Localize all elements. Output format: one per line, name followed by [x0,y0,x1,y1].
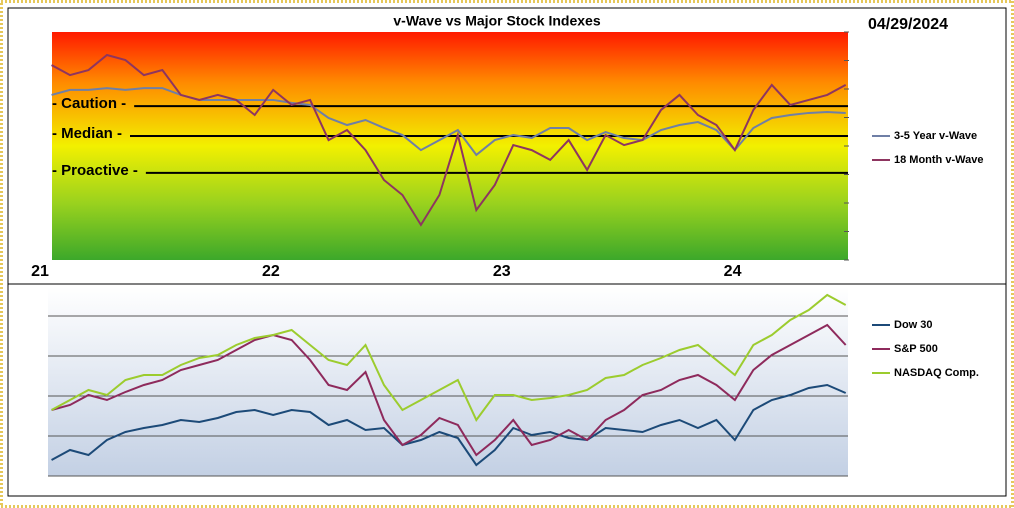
series-line [51,383,847,467]
x-tick-label: 24 [724,263,742,280]
reference-label: - Median - [52,125,122,142]
chart-title: v-Wave vs Major Stock Indexes [393,13,600,29]
x-tick-label: 21 [31,263,49,280]
plot-area [52,32,848,260]
legend-label: 18 Month v-Wave [894,154,983,166]
plot-area [48,287,848,476]
legend-label: 3-5 Year v-Wave [894,130,977,142]
legend-label: NASDAQ Comp. [894,367,979,379]
date: 04/29/2024 [868,16,948,33]
reference-label: - Proactive - [52,162,138,179]
series-line [51,293,847,422]
legend-label: S&P 500 [894,343,938,355]
legend-label: Dow 30 [894,319,933,331]
series-line [51,53,847,227]
series-line [51,323,847,457]
reference-label: - Caution - [52,95,126,112]
x-tick-label: 22 [262,263,280,280]
x-tick-label: 23 [493,263,511,280]
